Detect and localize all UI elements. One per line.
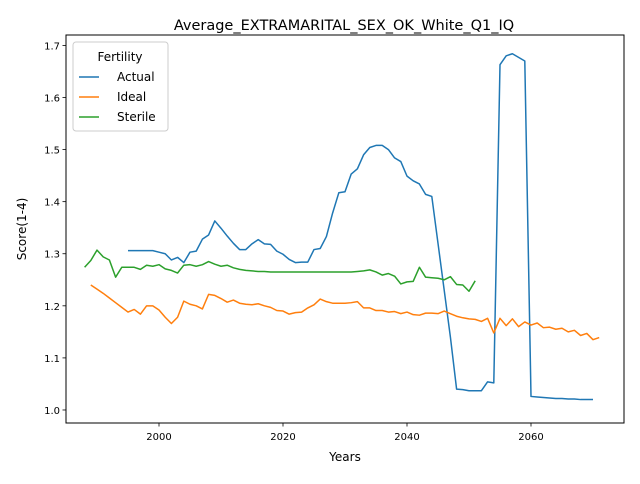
x-axis-label: Years bbox=[328, 450, 361, 464]
y-tick-label: 1.7 bbox=[44, 41, 60, 52]
legend-box bbox=[72, 41, 169, 132]
y-tick-label: 1.5 bbox=[44, 146, 60, 157]
x-tick-label: 2060 bbox=[518, 432, 543, 443]
x-tick-label: 2000 bbox=[146, 432, 171, 443]
y-tick-label: 1.0 bbox=[44, 406, 60, 417]
y-axis-ticks: 1.0 1.1 1.2 1.3 1.4 1.5 1.6 1.7 bbox=[44, 41, 66, 417]
y-tick-label: 1.1 bbox=[44, 354, 60, 365]
legend-label-ideal: Ideal bbox=[117, 90, 146, 104]
plot-area-frame bbox=[65, 34, 625, 424]
legend-label-actual: Actual bbox=[117, 70, 155, 84]
y-tick-label: 1.4 bbox=[44, 198, 60, 209]
chart-title: Average_EXTRAMARITAL_SEX_OK_White_Q1_IQ bbox=[174, 18, 514, 34]
x-axis-ticks: 2000 2020 2040 2060 bbox=[146, 423, 544, 443]
legend-entries: Actual Ideal Sterile bbox=[79, 70, 156, 124]
legend: Fertility Actual Ideal Sterile bbox=[72, 41, 169, 132]
y-tick-label: 1.6 bbox=[44, 93, 60, 104]
y-tick-label: 1.2 bbox=[44, 302, 60, 313]
y-axis-label: Score(1-4) bbox=[15, 198, 29, 261]
y-tick-label: 1.3 bbox=[44, 250, 60, 261]
x-tick-label: 2020 bbox=[270, 432, 295, 443]
x-tick-label: 2040 bbox=[394, 432, 419, 443]
legend-title: Fertility bbox=[97, 50, 142, 64]
series-line-actual bbox=[128, 53, 593, 401]
series-line-sterile bbox=[84, 249, 476, 292]
series-lines bbox=[84, 53, 600, 401]
legend-label-sterile: Sterile bbox=[117, 110, 156, 124]
series-line-ideal bbox=[90, 284, 600, 341]
